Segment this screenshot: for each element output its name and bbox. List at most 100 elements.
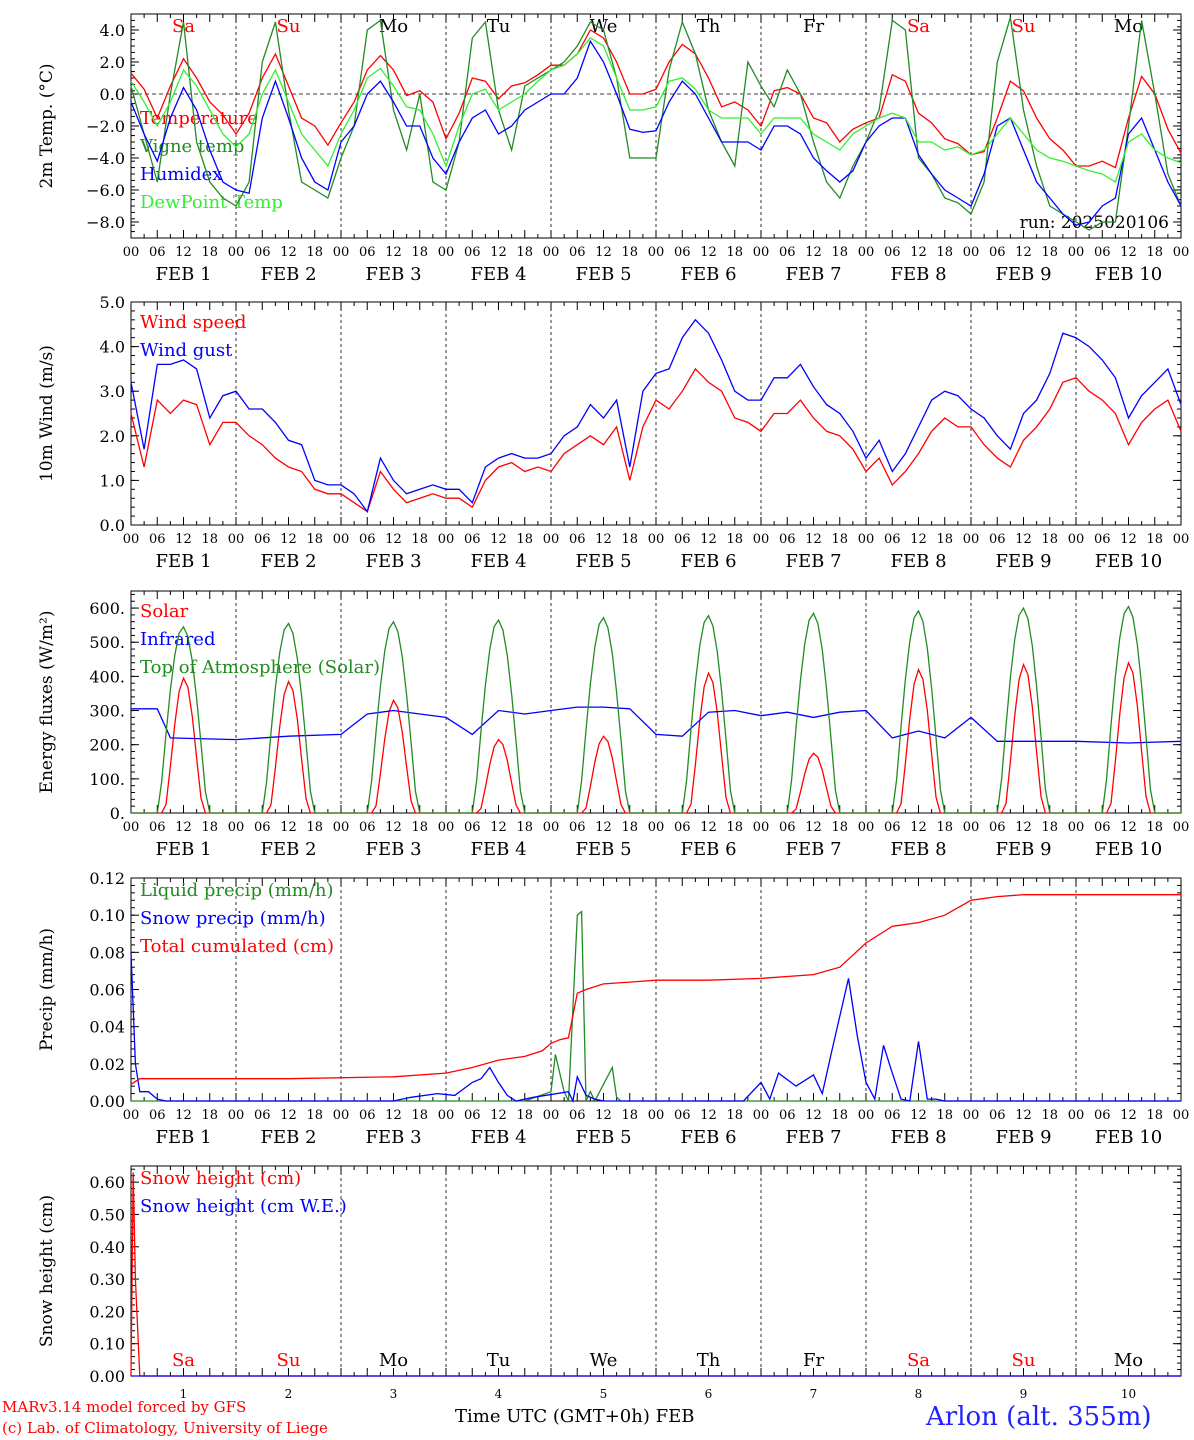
y-tick-label: 0.40 [89,1238,125,1257]
y-tick-label: −6.0 [86,181,125,200]
hour-tick-label: 06 [674,245,691,260]
y-tick-label: 0.0 [100,516,125,535]
weekday-label: Mo [1114,1350,1143,1371]
hour-tick-label: 00 [228,532,245,547]
hour-tick-label: 00 [438,532,455,547]
day-number: 2 [285,1387,293,1401]
date-label: FEB 10 [1095,1127,1162,1148]
hour-tick-label: 06 [1094,1108,1111,1123]
weekday-label: Sa [172,1350,195,1371]
hour-tick-label: 18 [831,245,848,260]
series-line-humidex [130,39,1182,226]
hour-tick-label: 06 [1094,820,1111,835]
weekday-label: Th [697,16,721,37]
hour-tick-label: 12 [490,820,507,835]
hour-tick-label: 00 [438,1108,455,1123]
hour-tick-label: 06 [149,820,166,835]
hour-tick-label: 06 [254,820,271,835]
hour-tick-label: 12 [385,532,402,547]
hour-tick-label: 18 [516,532,533,547]
hour-tick-label: 06 [464,1108,481,1123]
hour-tick-label: 06 [674,1108,691,1123]
hour-tick-label: 00 [963,245,980,260]
y-tick-label: 0.06 [89,981,125,1000]
y-tick-label: 0.08 [89,943,125,962]
hour-tick-label: 12 [805,532,822,547]
hour-tick-label: 00 [1173,532,1190,547]
y-tick-label: 2.0 [100,53,125,72]
hour-tick-label: 18 [621,532,638,547]
hour-tick-label: 00 [963,1108,980,1123]
hour-tick-label: 12 [1015,820,1032,835]
hour-tick-label: 00 [333,820,350,835]
hour-tick-label: 12 [175,820,192,835]
y-tick-label: 0.00 [89,1092,125,1111]
legend-entry: Snow precip (mm/h) [140,908,326,929]
y-axis-label: 10m Wind (m/s) [37,345,57,482]
hour-tick-label: 12 [910,820,927,835]
y-tick-label: 0.00 [89,1367,125,1386]
hour-tick-label: 18 [1041,245,1058,260]
hour-tick-label: 12 [910,245,927,260]
hour-tick-label: 12 [595,245,612,260]
day-number: 7 [810,1387,818,1401]
hour-tick-label: 12 [700,532,717,547]
y-tick-label: 4.0 [100,338,125,357]
hour-tick-label: 06 [464,245,481,260]
series-line-infrared [131,706,1182,744]
date-label: FEB 6 [680,839,736,860]
y-tick-label: 3.0 [100,382,125,401]
hour-tick-label: 06 [359,820,376,835]
date-label: FEB 6 [680,1127,736,1148]
y-axis-label: Snow height (cm) [37,1195,57,1347]
hour-tick-label: 18 [201,1108,218,1123]
hour-tick-label: 12 [1120,245,1137,260]
hour-tick-label: 00 [123,532,140,547]
date-label: FEB 8 [890,1127,946,1148]
hour-tick-label: 12 [175,532,192,547]
hour-tick-label: 12 [385,1108,402,1123]
date-label: FEB 4 [470,264,526,285]
hour-tick-label: 18 [411,245,428,260]
y-tick-label: 0.20 [89,1302,125,1321]
date-label: FEB 2 [260,264,316,285]
weekday-label: We [590,1350,618,1371]
hour-tick-label: 00 [753,532,770,547]
hour-tick-label: 06 [884,1108,901,1123]
weekday-label: Tu [487,16,511,37]
hour-tick-label: 18 [936,532,953,547]
hour-tick-label: 06 [569,245,586,260]
legend-entry: Liquid precip (mm/h) [140,880,334,901]
hour-tick-label: 12 [385,820,402,835]
series-line-liquid-precip-mm-h [131,910,1181,1103]
hour-tick-label: 18 [1146,245,1163,260]
weekday-label: Tu [487,1350,511,1371]
date-label: FEB 7 [785,551,841,572]
date-label: FEB 1 [155,264,211,285]
series-line-dewpoint-temp [130,37,1182,183]
hour-tick-label: 18 [411,1108,428,1123]
date-label: FEB 9 [995,551,1051,572]
x-axis-title: Time UTC (GMT+0h) FEB [455,1406,695,1427]
hour-tick-label: 06 [779,820,796,835]
y-tick-label: 0.0 [100,85,125,104]
date-label: FEB 2 [260,1127,316,1148]
hour-tick-label: 00 [963,532,980,547]
y-tick-label: 4.0 [100,21,125,40]
date-label: FEB 6 [680,264,736,285]
hour-tick-label: 06 [569,820,586,835]
date-label: FEB 2 [260,551,316,572]
date-label: FEB 4 [470,551,526,572]
hour-tick-label: 18 [621,1108,638,1123]
hour-tick-label: 12 [490,1108,507,1123]
hour-tick-label: 12 [805,820,822,835]
hour-tick-label: 00 [1068,245,1085,260]
hour-tick-label: 12 [1120,1108,1137,1123]
hour-tick-label: 00 [228,245,245,260]
hour-tick-label: 06 [989,820,1006,835]
day-number: 1 [180,1387,188,1401]
hour-tick-label: 18 [1041,1108,1058,1123]
day-number: 9 [1020,1387,1028,1401]
hour-tick-label: 18 [306,532,323,547]
hour-tick-label: 18 [621,245,638,260]
